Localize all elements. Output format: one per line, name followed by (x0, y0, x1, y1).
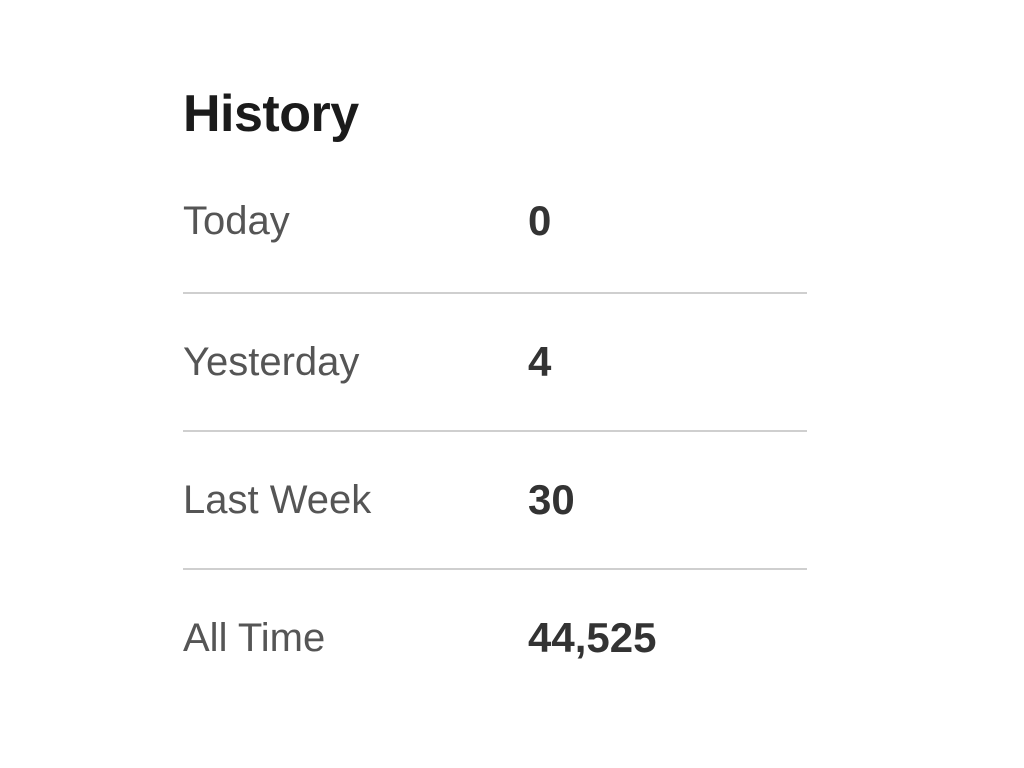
row-value: 30 (528, 476, 575, 523)
history-panel: History Today 0 Yesterday 4 Last Week 30… (183, 78, 807, 706)
row-label: All Time (183, 615, 326, 660)
row-value: 4 (528, 338, 552, 385)
history-row-last-week: Last Week 30 (183, 432, 807, 570)
history-row-yesterday: Yesterday 4 (183, 294, 807, 432)
row-value: 0 (528, 197, 552, 244)
history-table: Today 0 Yesterday 4 Last Week 30 All Tim… (183, 150, 807, 706)
history-row-all-time: All Time 44,525 (183, 570, 807, 706)
history-row-today: Today 0 (183, 150, 807, 294)
row-label: Yesterday (183, 339, 360, 384)
history-title: History (183, 85, 359, 143)
row-label: Today (183, 198, 290, 243)
row-value: 44,525 (528, 614, 657, 661)
row-label: Last Week (183, 477, 372, 522)
